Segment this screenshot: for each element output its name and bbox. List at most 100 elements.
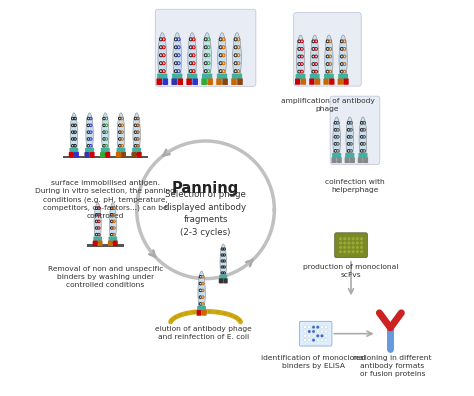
FancyBboxPatch shape: [345, 157, 350, 163]
FancyBboxPatch shape: [338, 74, 348, 79]
Circle shape: [325, 334, 328, 337]
Circle shape: [316, 326, 319, 329]
Circle shape: [185, 312, 188, 315]
FancyBboxPatch shape: [192, 78, 198, 85]
Circle shape: [347, 250, 350, 253]
Circle shape: [320, 334, 323, 337]
FancyBboxPatch shape: [105, 152, 110, 158]
FancyBboxPatch shape: [309, 78, 315, 85]
Ellipse shape: [116, 153, 120, 156]
FancyBboxPatch shape: [98, 241, 102, 246]
Text: recloning in different
antibody formats
or fusion proteins: recloning in different antibody formats …: [353, 355, 431, 377]
FancyBboxPatch shape: [85, 148, 94, 152]
FancyBboxPatch shape: [163, 78, 168, 85]
FancyBboxPatch shape: [315, 78, 320, 85]
FancyBboxPatch shape: [93, 236, 102, 241]
Circle shape: [312, 330, 315, 333]
FancyBboxPatch shape: [335, 233, 367, 257]
FancyBboxPatch shape: [343, 78, 349, 85]
Ellipse shape: [86, 113, 93, 156]
FancyBboxPatch shape: [294, 13, 361, 86]
Circle shape: [216, 310, 219, 314]
Circle shape: [352, 246, 355, 249]
Ellipse shape: [136, 153, 140, 156]
FancyBboxPatch shape: [187, 74, 197, 79]
Ellipse shape: [133, 113, 140, 156]
Circle shape: [325, 339, 328, 342]
Circle shape: [223, 312, 226, 315]
Ellipse shape: [109, 203, 117, 245]
Circle shape: [343, 250, 346, 253]
Circle shape: [339, 250, 342, 253]
Circle shape: [360, 237, 363, 240]
FancyBboxPatch shape: [197, 306, 206, 311]
FancyBboxPatch shape: [237, 78, 243, 85]
FancyBboxPatch shape: [324, 74, 334, 79]
FancyBboxPatch shape: [363, 157, 368, 163]
Circle shape: [360, 250, 363, 253]
Circle shape: [237, 318, 241, 322]
FancyBboxPatch shape: [219, 275, 227, 279]
FancyBboxPatch shape: [172, 78, 177, 85]
Circle shape: [360, 246, 363, 249]
FancyBboxPatch shape: [69, 152, 74, 158]
FancyBboxPatch shape: [113, 241, 118, 246]
FancyBboxPatch shape: [74, 152, 79, 158]
Circle shape: [325, 330, 328, 333]
FancyBboxPatch shape: [223, 278, 228, 284]
FancyBboxPatch shape: [137, 152, 142, 158]
Ellipse shape: [346, 117, 354, 162]
Circle shape: [304, 339, 307, 342]
Circle shape: [356, 242, 359, 245]
Circle shape: [356, 246, 359, 249]
Circle shape: [208, 310, 211, 313]
FancyBboxPatch shape: [121, 152, 126, 158]
Ellipse shape: [131, 153, 136, 156]
Ellipse shape: [105, 153, 109, 156]
FancyBboxPatch shape: [345, 153, 355, 158]
Circle shape: [316, 330, 319, 333]
FancyBboxPatch shape: [310, 74, 319, 79]
FancyBboxPatch shape: [358, 153, 367, 158]
FancyBboxPatch shape: [330, 96, 380, 164]
FancyBboxPatch shape: [93, 241, 98, 246]
Circle shape: [170, 318, 173, 322]
Circle shape: [229, 314, 232, 317]
Ellipse shape: [188, 32, 197, 84]
Text: Panning: Panning: [172, 181, 239, 196]
Circle shape: [192, 310, 195, 314]
Circle shape: [347, 246, 350, 249]
Circle shape: [312, 339, 315, 342]
FancyBboxPatch shape: [186, 78, 192, 85]
Circle shape: [347, 242, 350, 245]
FancyBboxPatch shape: [202, 74, 212, 79]
Text: amplification of antibody
phage: amplification of antibody phage: [281, 98, 374, 112]
Ellipse shape: [198, 271, 205, 314]
Ellipse shape: [158, 32, 167, 84]
FancyBboxPatch shape: [299, 321, 332, 346]
Circle shape: [312, 334, 315, 337]
Ellipse shape: [92, 242, 97, 244]
Circle shape: [360, 242, 363, 245]
FancyBboxPatch shape: [232, 74, 242, 79]
FancyBboxPatch shape: [172, 74, 182, 79]
Ellipse shape: [95, 242, 99, 244]
Circle shape: [339, 237, 342, 240]
Ellipse shape: [101, 113, 109, 156]
Ellipse shape: [84, 153, 89, 156]
Circle shape: [339, 242, 342, 245]
Ellipse shape: [97, 242, 101, 244]
FancyBboxPatch shape: [100, 152, 105, 158]
FancyBboxPatch shape: [219, 278, 223, 284]
Circle shape: [347, 237, 350, 240]
Ellipse shape: [70, 113, 78, 156]
Ellipse shape: [108, 242, 112, 244]
FancyBboxPatch shape: [132, 152, 137, 158]
FancyBboxPatch shape: [108, 241, 113, 246]
Circle shape: [352, 250, 355, 253]
Bar: [63, 156, 148, 158]
Circle shape: [356, 237, 359, 240]
Ellipse shape: [117, 113, 125, 156]
Ellipse shape: [233, 32, 241, 84]
Circle shape: [234, 316, 237, 319]
